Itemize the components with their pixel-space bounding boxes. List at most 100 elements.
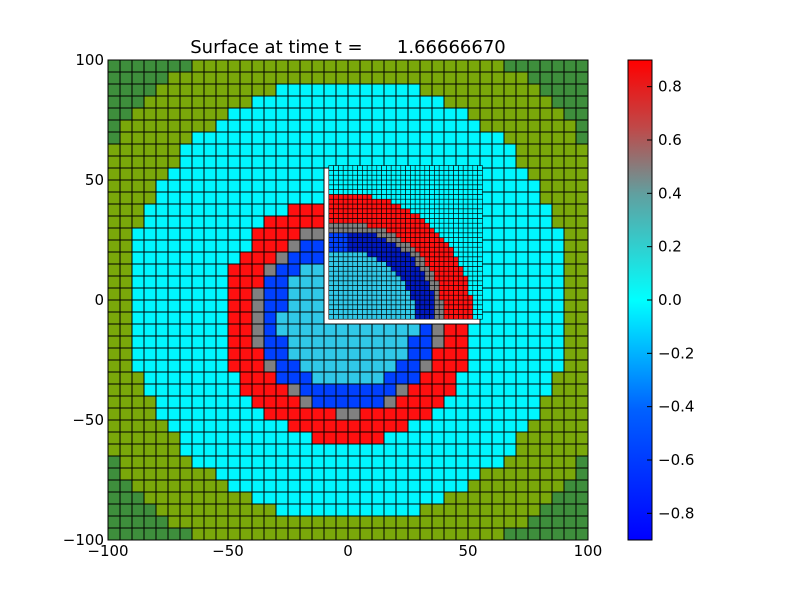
heatmap-cell xyxy=(143,107,157,121)
heatmap-fine-cell xyxy=(342,290,349,296)
heatmap-cell xyxy=(275,479,289,493)
heatmap-cell xyxy=(239,299,253,313)
heatmap-fine-cell xyxy=(448,256,454,262)
heatmap-fine-cell xyxy=(328,285,334,291)
heatmap-fine-cell xyxy=(414,232,421,238)
heatmap-fine-cell xyxy=(400,275,406,282)
heatmap-cell xyxy=(251,299,265,313)
heatmap-cell xyxy=(419,83,433,97)
heatmap-fine-cell xyxy=(352,251,358,258)
heatmap-fine-cell xyxy=(410,251,416,258)
heatmap-fine-cell xyxy=(371,174,378,181)
heatmap-fine-cell xyxy=(395,189,402,195)
heatmap-fine-cell xyxy=(419,304,426,310)
heatmap-fine-cell xyxy=(472,170,478,176)
heatmap-cell xyxy=(239,203,253,217)
heatmap-cell xyxy=(143,335,157,349)
heatmap-cell xyxy=(407,395,421,409)
heatmap-fine-cell xyxy=(443,208,450,214)
heatmap-cell xyxy=(347,419,361,433)
heatmap-cell xyxy=(311,299,325,313)
heatmap-cell xyxy=(239,251,253,265)
heatmap-cell xyxy=(539,59,553,73)
heatmap-fine-cell xyxy=(462,179,469,186)
heatmap-cell xyxy=(563,431,577,445)
heatmap-cell xyxy=(407,491,421,505)
heatmap-fine-cell xyxy=(390,280,397,286)
heatmap-cell xyxy=(167,155,181,169)
heatmap-cell xyxy=(239,167,253,181)
heatmap-cell xyxy=(131,311,145,325)
heatmap-cell xyxy=(311,527,325,541)
heatmap-cell xyxy=(215,443,229,457)
heatmap-fine-cell xyxy=(390,222,397,229)
heatmap-cell xyxy=(275,179,289,193)
heatmap-cell xyxy=(323,479,337,493)
heatmap-cell xyxy=(419,419,433,433)
heatmap-fine-cell xyxy=(424,218,430,224)
heatmap-fine-cell xyxy=(347,299,354,306)
heatmap-fine-cell xyxy=(458,309,464,315)
heatmap-fine-cell xyxy=(458,174,464,181)
heatmap-fine-cell xyxy=(467,218,474,224)
heatmap-fine-cell xyxy=(395,304,402,310)
heatmap-fine-cell xyxy=(424,294,430,301)
heatmap-cell xyxy=(167,131,181,145)
heatmap-cell xyxy=(431,71,445,85)
heatmap-cell xyxy=(323,107,337,121)
heatmap-cell xyxy=(395,395,409,409)
heatmap-cell xyxy=(359,455,373,469)
heatmap-cell xyxy=(131,335,145,349)
heatmap-cell xyxy=(155,251,169,265)
heatmap-cell xyxy=(575,287,589,301)
heatmap-fine-cell xyxy=(362,275,368,282)
heatmap-cell xyxy=(539,227,553,241)
heatmap-fine-cell xyxy=(467,304,474,310)
heatmap-cell xyxy=(179,203,193,217)
heatmap-fine-cell xyxy=(453,246,459,253)
colorbar-ticks: −0.8−0.6−0.4−0.20.00.20.40.60.8 xyxy=(647,78,694,522)
heatmap-fine-cell xyxy=(443,309,450,315)
heatmap-cell xyxy=(299,203,313,217)
heatmap-cell xyxy=(227,179,241,193)
heatmap-cell xyxy=(455,443,469,457)
heatmap-fine-cell xyxy=(333,294,339,301)
heatmap-cell xyxy=(383,455,397,469)
heatmap-fine-cell xyxy=(338,285,344,291)
heatmap-fine-cell xyxy=(328,194,334,200)
heatmap-cell xyxy=(131,323,145,337)
heatmap-cell xyxy=(503,395,517,409)
heatmap-fine-cell xyxy=(381,189,387,195)
heatmap-cell xyxy=(275,323,289,337)
heatmap-cell xyxy=(515,227,529,241)
heatmap-cell xyxy=(131,263,145,277)
heatmap-cell xyxy=(395,143,409,157)
heatmap-cell xyxy=(263,59,277,73)
heatmap-cell xyxy=(215,83,229,97)
heatmap-cell xyxy=(203,359,217,373)
heatmap-cell xyxy=(419,95,433,109)
heatmap-cell xyxy=(119,311,133,325)
heatmap-cell xyxy=(527,191,541,205)
heatmap-fine-cell xyxy=(357,256,363,262)
heatmap-fine-cell xyxy=(328,309,334,315)
heatmap-cell xyxy=(119,323,133,337)
heatmap-fine-cell xyxy=(462,266,469,272)
heatmap-fine-cell xyxy=(371,194,378,200)
heatmap-fine-cell xyxy=(453,294,459,301)
heatmap-fine-cell xyxy=(352,304,358,310)
heatmap-fine-cell xyxy=(414,222,421,229)
heatmap-cell xyxy=(503,215,517,229)
heatmap-fine-cell xyxy=(381,314,387,320)
heatmap-fine-cell xyxy=(472,179,478,186)
heatmap-fine-cell xyxy=(458,198,464,205)
heatmap-fine-cell xyxy=(410,304,416,310)
heatmap-fine-cell xyxy=(419,179,426,186)
heatmap-cell xyxy=(515,335,529,349)
heatmap-cell xyxy=(107,95,121,109)
heatmap-cell xyxy=(227,203,241,217)
heatmap-cell xyxy=(371,515,385,529)
heatmap-cell xyxy=(155,347,169,361)
heatmap-fine-cell xyxy=(438,237,445,243)
